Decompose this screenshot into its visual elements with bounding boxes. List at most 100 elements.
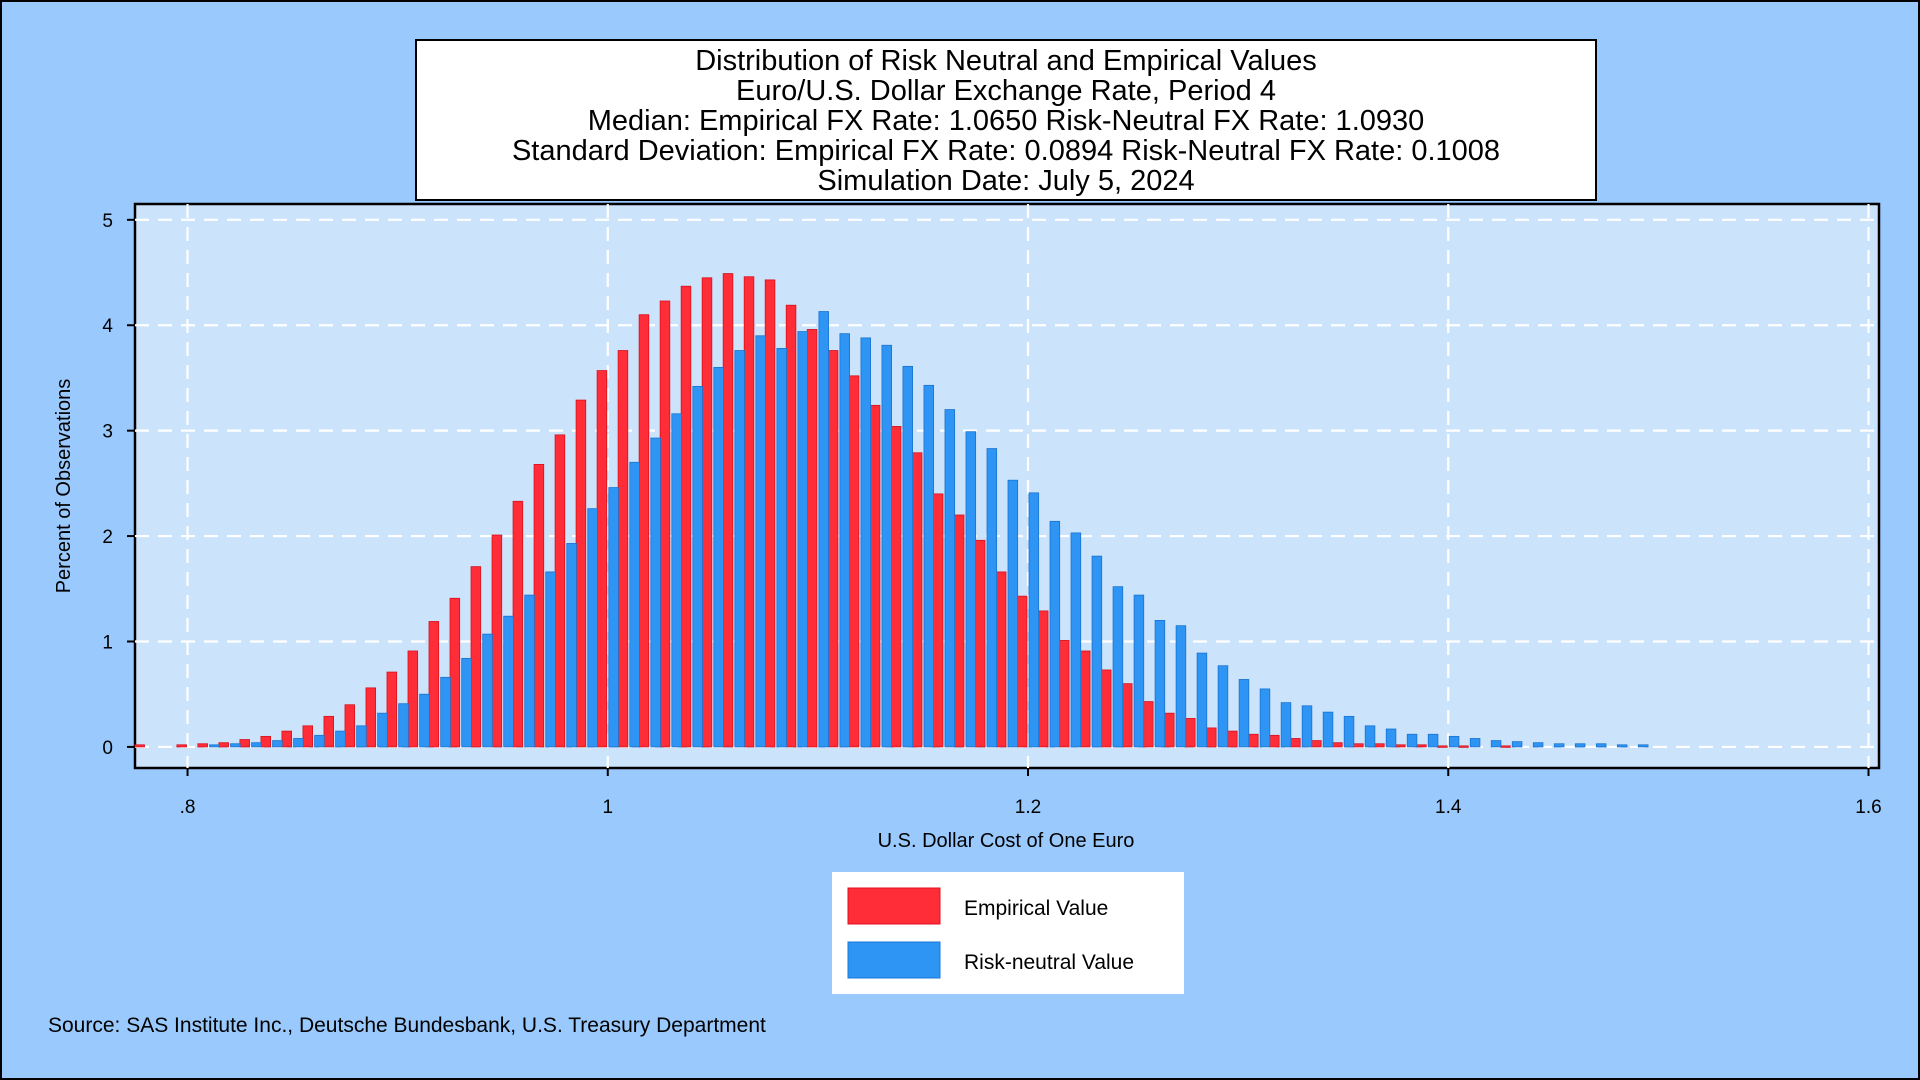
bar-empirical bbox=[365, 687, 377, 748]
bar-risk-neutral bbox=[1217, 665, 1229, 748]
bar-risk-neutral bbox=[1574, 743, 1586, 748]
bar-risk-neutral bbox=[776, 348, 787, 748]
bar-empirical bbox=[596, 370, 608, 748]
bar-risk-neutral bbox=[1154, 620, 1166, 748]
gridlines bbox=[135, 204, 1879, 768]
bar-empirical bbox=[449, 597, 461, 748]
bar-risk-neutral bbox=[461, 657, 472, 748]
bar-risk-neutral bbox=[1196, 652, 1208, 748]
legend-swatch-empirical bbox=[847, 887, 941, 925]
bar-empirical bbox=[659, 300, 671, 748]
bar-risk-neutral bbox=[671, 413, 682, 748]
bar-empirical bbox=[1122, 683, 1133, 748]
bar-risk-neutral bbox=[251, 742, 262, 748]
bar-empirical bbox=[1248, 733, 1259, 748]
bar-risk-neutral bbox=[293, 738, 304, 748]
bar-risk-neutral bbox=[1091, 555, 1103, 748]
bar-risk-neutral bbox=[944, 409, 956, 748]
bar-risk-neutral bbox=[1385, 728, 1397, 748]
bar-empirical bbox=[1143, 701, 1154, 748]
y-tick-label: 5 bbox=[102, 211, 113, 232]
bar-risk-neutral bbox=[797, 331, 808, 748]
plot-area bbox=[133, 202, 1881, 770]
bar-empirical bbox=[1227, 730, 1238, 748]
bar-empirical bbox=[932, 493, 944, 748]
y-tick-label: 0 bbox=[102, 738, 113, 759]
axes: 0 1 2 3 4 5 .8 1 1.2 1.4 1.6 bbox=[102, 211, 1881, 818]
bar-empirical bbox=[1206, 727, 1217, 748]
bar-risk-neutral bbox=[1532, 742, 1544, 748]
bar-risk-neutral bbox=[881, 344, 892, 748]
bar-empirical bbox=[1164, 712, 1175, 748]
bar-empirical bbox=[953, 514, 965, 748]
bar-empirical bbox=[386, 671, 398, 748]
bar-empirical bbox=[722, 273, 734, 748]
bar-risk-neutral bbox=[1364, 725, 1376, 748]
bar-empirical bbox=[281, 730, 292, 748]
bar-empirical bbox=[1311, 740, 1322, 748]
bar-empirical bbox=[134, 744, 145, 748]
x-tick-label: 1.6 bbox=[1855, 797, 1881, 818]
bar-empirical bbox=[1269, 734, 1280, 748]
bar-empirical bbox=[1395, 744, 1406, 748]
bar-risk-neutral bbox=[713, 367, 724, 748]
bars bbox=[134, 273, 1649, 748]
bar-empirical bbox=[827, 350, 839, 748]
bar-risk-neutral bbox=[1511, 741, 1523, 748]
bar-risk-neutral bbox=[1259, 688, 1271, 748]
bar-risk-neutral bbox=[1175, 625, 1187, 748]
bar-empirical bbox=[1458, 745, 1469, 748]
bar-empirical bbox=[869, 404, 881, 748]
bar-empirical bbox=[890, 426, 902, 748]
bar-empirical bbox=[575, 399, 587, 748]
bar-empirical bbox=[1016, 595, 1028, 748]
bar-risk-neutral bbox=[1616, 744, 1628, 748]
bar-risk-neutral bbox=[356, 725, 367, 748]
bar-risk-neutral bbox=[1595, 743, 1607, 748]
bar-risk-neutral bbox=[1469, 738, 1481, 748]
y-tick-label: 4 bbox=[102, 316, 113, 337]
bar-risk-neutral bbox=[629, 461, 640, 748]
bar-empirical bbox=[470, 566, 482, 748]
source-note: Source: SAS Institute Inc., Deutsche Bun… bbox=[48, 1014, 766, 1037]
title-line-2: Euro/U.S. Dollar Exchange Rate, Period 4 bbox=[736, 75, 1276, 107]
bar-empirical bbox=[1058, 640, 1070, 748]
title-line-5: Simulation Date: July 5, 2024 bbox=[817, 165, 1194, 197]
y-tick-label: 1 bbox=[102, 632, 113, 653]
bar-empirical bbox=[302, 725, 314, 748]
bar-risk-neutral bbox=[1028, 492, 1040, 748]
bar-empirical bbox=[638, 314, 650, 748]
bar-risk-neutral bbox=[566, 543, 577, 748]
bar-empirical bbox=[974, 539, 986, 748]
bar-risk-neutral bbox=[1238, 679, 1250, 748]
bar-risk-neutral bbox=[692, 385, 703, 748]
bar-risk-neutral bbox=[1301, 705, 1313, 748]
bar-empirical bbox=[1416, 744, 1427, 748]
legend-swatch-risk-neutral bbox=[847, 941, 941, 979]
bar-empirical bbox=[1100, 669, 1112, 748]
bar-empirical bbox=[344, 704, 356, 748]
bar-risk-neutral bbox=[1049, 520, 1061, 748]
title-line-1: Distribution of Risk Neutral and Empiric… bbox=[695, 45, 1317, 77]
bar-empirical bbox=[1185, 718, 1196, 748]
bar-risk-neutral bbox=[1280, 702, 1292, 748]
bar-risk-neutral bbox=[482, 633, 493, 748]
y-axis-title: Percent of Observations bbox=[53, 379, 75, 594]
bar-empirical bbox=[764, 279, 776, 748]
bar-empirical bbox=[1332, 742, 1343, 748]
x-tick-label: 1 bbox=[602, 797, 613, 818]
bar-empirical bbox=[1353, 743, 1364, 748]
bar-empirical bbox=[491, 534, 503, 748]
bar-empirical bbox=[806, 329, 818, 748]
bar-empirical bbox=[617, 350, 629, 748]
bar-risk-neutral bbox=[1490, 740, 1502, 748]
bar-risk-neutral bbox=[818, 311, 829, 748]
bar-empirical bbox=[1374, 743, 1385, 748]
bar-empirical bbox=[323, 715, 335, 748]
bar-empirical bbox=[701, 277, 713, 748]
bar-empirical bbox=[848, 375, 860, 748]
bar-risk-neutral bbox=[272, 740, 283, 748]
bar-risk-neutral bbox=[1427, 733, 1439, 748]
x-axis-title: U.S. Dollar Cost of One Euro bbox=[878, 830, 1135, 852]
